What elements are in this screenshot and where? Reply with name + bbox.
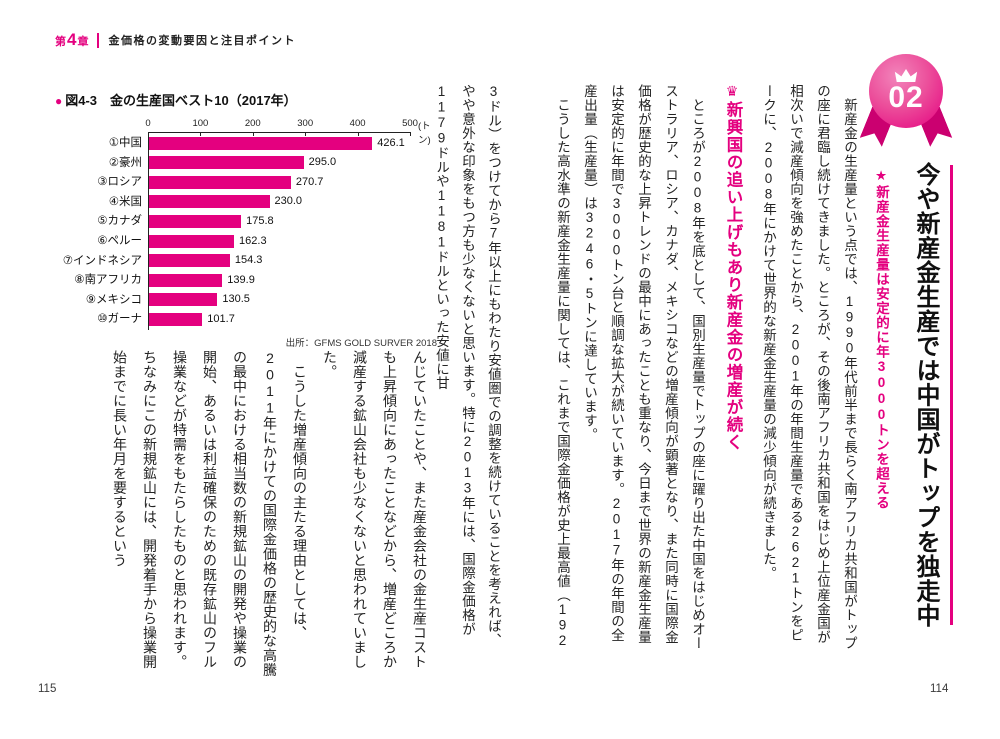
figure-4-3: ● 図4-3 金の生産国ベスト10（2017年） 0 100 200 300 400 500… xyxy=(55,90,437,349)
chapter-number: 4 xyxy=(67,30,77,49)
category-label: ⑦インドネシア xyxy=(62,254,142,267)
chart-bar xyxy=(149,273,223,287)
x-tick-label: 300 xyxy=(297,118,314,129)
chapter-prefix: 第 xyxy=(55,36,66,48)
page-number-left: 115 xyxy=(38,683,57,695)
section-subtitle: ★新産金生産量は安定的に年3000トンを超える xyxy=(874,168,889,510)
chart-bar xyxy=(149,234,235,248)
chart-canvas: 0 100 200 300 400 500 (トン) ①中国 426.1 ②豪州 295.0 ③ロシア… xyxy=(55,118,437,332)
x-tick-label: 100 xyxy=(192,118,209,129)
category-label: ⑤カナダ xyxy=(97,215,142,228)
chart-bar xyxy=(149,214,242,228)
chapter-title: 金価格の変動要因と注目ポイント xyxy=(108,35,296,47)
chart-bar xyxy=(149,312,203,326)
value-label: 270.7 xyxy=(295,175,324,188)
subheading-text: 新興国の追い上げもあり新産金の増産が続く xyxy=(724,101,742,451)
category-label: ⑥ペルー xyxy=(97,235,142,247)
x-tick-label: 500 xyxy=(402,118,418,129)
value-label: 175.8 xyxy=(246,214,274,227)
chapter-suffix: 章 xyxy=(77,36,89,48)
value-label: 295.0 xyxy=(308,156,337,169)
badge-circle: 02 xyxy=(869,54,943,128)
right-page-body: 新産金の生産量という点では、1990年代前半まで長らく南アフリカ共和国がトップの… xyxy=(545,84,863,650)
figure-title-text: 図4-3 金の生産国ベスト10（2017年） xyxy=(65,93,297,108)
chart-bar xyxy=(149,136,373,150)
value-label: 230.0 xyxy=(274,195,303,208)
chart-bar xyxy=(149,254,230,268)
value-label: 162.3 xyxy=(239,234,267,247)
value-label: 139.9 xyxy=(227,273,255,286)
chart-bar xyxy=(149,293,218,307)
value-label: 130.5 xyxy=(222,293,250,306)
x-axis-unit: (トン) xyxy=(418,121,431,146)
badge-number: 02 xyxy=(888,81,924,114)
x-tick-mark xyxy=(252,132,254,136)
source-note: 出所：GFMS GOLD SURVER 2018 xyxy=(285,338,437,349)
paragraph: ところが2008年を底として、国別生産量でトップの座に躍り出た中国をはじめオース… xyxy=(582,84,705,650)
bullet-icon: ● xyxy=(55,94,63,108)
chapter-label: 第 4 章 xyxy=(55,30,88,50)
x-tick-mark xyxy=(305,132,307,136)
paragraph: こうした高水準の新産金生産量に関しては、これまで国際金価格が史上最高値（192 xyxy=(555,84,570,649)
y-axis-line xyxy=(148,132,149,330)
category-label: ①中国 xyxy=(108,137,142,149)
crown-icon: ♛ xyxy=(725,84,741,101)
category-label: ⑨メキシコ xyxy=(85,293,142,306)
chart-bar xyxy=(149,156,304,170)
paragraph: んじていたことや、また産金会社の金生産コストも上昇傾向にあったことなどから、増産… xyxy=(322,350,428,669)
figure-title: ● 図4-3 金の生産国ベスト10（2017年） xyxy=(55,90,437,109)
paragraph: こうした増産傾向の主たる理由としては、2011年にかけての国際金価格の歴史的な高… xyxy=(112,350,308,677)
x-tick-label: 0 xyxy=(145,118,151,129)
value-label: 101.7 xyxy=(207,312,235,325)
category-label: ⑩ガーナ xyxy=(97,313,142,326)
x-tick-label: 400 xyxy=(349,118,366,129)
section-headline: 今や新産金生産では中国がトップを独走中 xyxy=(912,162,939,628)
left-page-body-top: 3ドル）をつけてから7年以上にもわたり安値圏での調整を続けていることを考えれば、… xyxy=(424,84,506,650)
x-tick-mark xyxy=(410,132,411,136)
category-label: ②豪州 xyxy=(108,156,142,169)
x-tick-mark xyxy=(357,132,359,136)
value-label: 426.1 xyxy=(377,136,405,149)
paragraph: 新産金の生産量という点では、1990年代前半まで長らく南アフリカ共和国がトップの… xyxy=(761,84,857,650)
chart-bar xyxy=(149,175,291,189)
subheading: ♛新興国の追い上げもあり新産金の増産が続く xyxy=(719,84,747,650)
headline-rule xyxy=(950,165,953,625)
paragraph: 3ドル）をつけてから7年以上にもわたり安値圏での調整を続けていることを考えれば、… xyxy=(434,84,501,647)
category-label: ⑧南アフリカ xyxy=(74,274,142,287)
category-label: ④米国 xyxy=(108,195,142,208)
x-tick-mark xyxy=(200,132,202,136)
chapter-header: 第 4 章 金価格の変動要因と注目ポイント xyxy=(55,30,296,50)
section-number-badge: 02 xyxy=(864,54,948,156)
x-tick-label: 200 xyxy=(244,118,261,129)
header-divider xyxy=(97,32,100,48)
chart-bar xyxy=(149,195,270,209)
page-number-right: 114 xyxy=(930,683,949,695)
x-axis-line xyxy=(148,132,410,133)
value-label: 154.3 xyxy=(234,254,263,267)
crown-icon xyxy=(894,69,918,82)
category-label: ③ロシア xyxy=(97,176,142,189)
left-page-body-bottom: んじていたことや、また産金会社の金生産コストも上昇傾向にあったことなどから、増産… xyxy=(33,350,435,682)
